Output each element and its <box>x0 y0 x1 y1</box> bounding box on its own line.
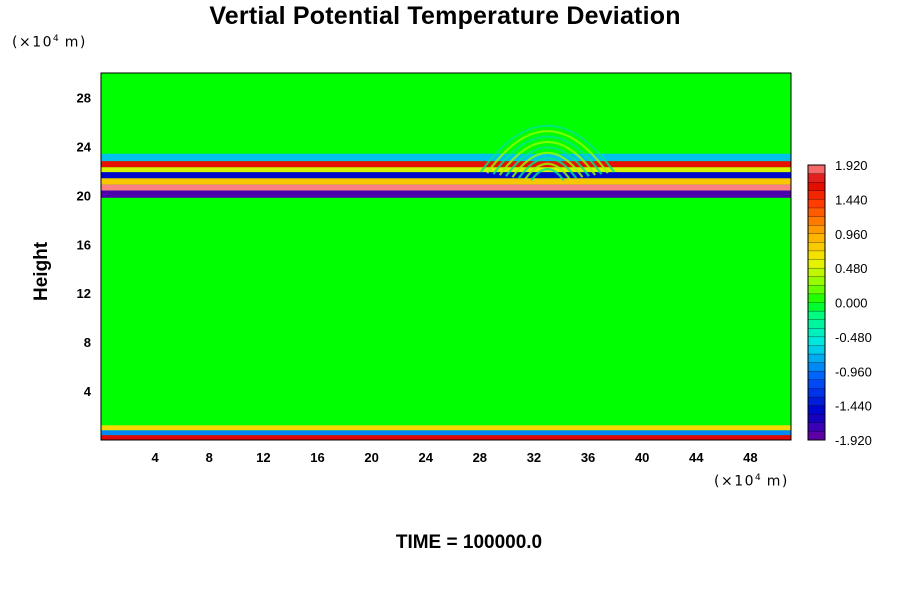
field-background <box>101 73 791 440</box>
colorbar-swatch <box>807 302 826 312</box>
colorbar-swatch <box>807 345 826 355</box>
colorbar-label: 0.480 <box>835 261 868 276</box>
colorbar-swatch <box>807 276 826 286</box>
colorbar-label: -0.480 <box>835 330 872 345</box>
colorbar-swatch <box>807 414 826 424</box>
wave-arc <box>511 151 584 178</box>
y-unit-tail: m) <box>58 34 87 51</box>
colorbar-label: -1.440 <box>835 399 872 414</box>
colorbar-swatch <box>807 328 826 338</box>
wave-arc <box>524 162 571 180</box>
x-tick-label: 16 <box>310 450 324 465</box>
x-unit-tail: m) <box>760 473 789 490</box>
field-band <box>101 430 791 436</box>
x-unit-base: (×10 <box>714 473 756 490</box>
colorbar-swatch <box>807 319 826 329</box>
colorbar-swatch <box>807 379 826 389</box>
colorbar-swatch <box>807 310 826 321</box>
colorbar-swatch <box>807 190 826 200</box>
field-band <box>101 190 791 198</box>
colorbar-swatch <box>807 285 826 295</box>
colorbar-swatch <box>807 259 826 269</box>
y-unit-exp: 4 <box>53 34 59 44</box>
colorbar: 1.920 1.440 0.960 0.480 0.000 -0.480 -0.960 -1.… <box>807 158 872 448</box>
field-band <box>101 153 791 162</box>
colorbar-border <box>807 164 826 441</box>
x-axis-unit: (×104 m) <box>714 473 789 490</box>
colorbar-label: -1.920 <box>835 433 872 448</box>
colorbar-label: 1.920 <box>835 158 868 173</box>
colorbar-swatch <box>807 199 826 209</box>
x-tick-label: 24 <box>418 450 433 465</box>
colorbar-swatch <box>807 362 826 372</box>
wave-pattern <box>479 124 615 182</box>
colorbar-swatch <box>807 388 826 398</box>
wave-arc <box>505 146 590 177</box>
colorbar-swatch <box>807 353 826 364</box>
colorbar-swatch <box>807 431 826 441</box>
colorbar-swatch <box>807 225 826 235</box>
x-tick-label: 40 <box>635 450 649 465</box>
colorbar-swatch <box>807 267 826 278</box>
x-tick-label: 4 <box>152 450 160 465</box>
colorbar-swatch <box>807 216 826 226</box>
field-band <box>101 178 791 185</box>
colorbar-swatch <box>807 293 826 303</box>
x-tick-label: 32 <box>527 450 541 465</box>
wave-arc <box>486 130 609 174</box>
field-band <box>101 435 791 440</box>
colorbar-swatch <box>807 371 826 381</box>
heatmap-field <box>101 73 791 440</box>
colorbar-swatch <box>807 164 826 175</box>
x-tick-label: 28 <box>473 450 487 465</box>
colorbar-label: 0.960 <box>835 227 868 242</box>
y-tick-label: 20 <box>77 188 91 203</box>
time-footer: TIME = 100000.0 <box>395 532 543 553</box>
y-axis-unit: (×104 m) <box>12 34 87 51</box>
field-band <box>101 184 791 191</box>
x-tick-label: 36 <box>581 450 595 465</box>
colorbar-swatch <box>807 250 826 260</box>
wave-arc <box>479 124 615 173</box>
y-tick-label: 24 <box>77 139 92 154</box>
x-tick-label: 48 <box>743 450 757 465</box>
colorbar-swatch <box>807 405 826 415</box>
plot-frame <box>100 72 792 441</box>
colorbar-swatch <box>807 396 826 407</box>
y-tick-label: 12 <box>77 286 91 301</box>
x-tick-label: 20 <box>364 450 378 465</box>
chart-title: Vertial Potential Temperature Deviation <box>209 2 681 30</box>
x-tick-label: 44 <box>689 450 704 465</box>
y-axis-ticks: 4 8 12 16 20 24 28 <box>77 90 92 399</box>
colorbar-swatch <box>807 173 826 183</box>
colorbar-swatch <box>807 233 826 243</box>
y-unit-base: (×10 <box>12 34 54 51</box>
field-band <box>101 167 791 173</box>
x-unit-exp: 4 <box>755 473 761 483</box>
colorbar-label: 0.000 <box>835 296 868 311</box>
field-band <box>101 172 791 179</box>
wave-arc <box>530 168 565 182</box>
colorbar-swatch <box>807 422 826 432</box>
field-band <box>101 425 791 431</box>
y-tick-label: 16 <box>77 237 91 252</box>
x-tick-label: 12 <box>256 450 270 465</box>
x-axis-ticks: 4 8 12 16 20 24 28 32 36 40 44 48 <box>152 450 758 465</box>
field-band <box>101 161 791 168</box>
y-tick-label: 28 <box>77 90 91 105</box>
wave-arc <box>498 140 597 176</box>
colorbar-label: -0.960 <box>835 364 872 379</box>
y-tick-label: 4 <box>84 384 92 399</box>
wave-arc <box>492 135 603 175</box>
wave-arc <box>517 157 578 179</box>
colorbar-swatch <box>807 207 826 218</box>
x-tick-label: 8 <box>206 450 213 465</box>
colorbar-label: 1.440 <box>835 192 868 207</box>
colorbar-swatch <box>807 336 826 346</box>
colorbar-swatch <box>807 242 826 252</box>
y-tick-label: 8 <box>84 335 91 350</box>
colorbar-swatch <box>807 182 826 192</box>
